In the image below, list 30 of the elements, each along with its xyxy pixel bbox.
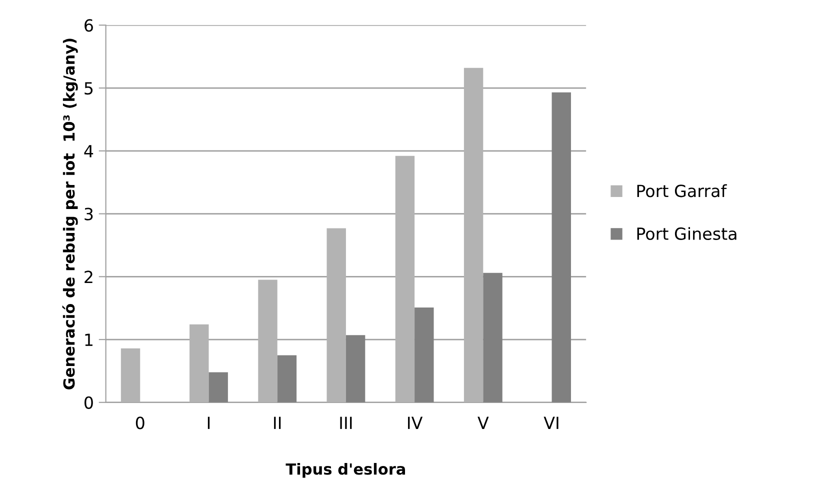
x-axis-title: Tipus d'eslora (286, 462, 406, 478)
bar (346, 335, 366, 402)
y-tick-label: 2 (84, 270, 92, 283)
bar (552, 92, 571, 402)
x-tick-label: I (208, 416, 210, 429)
bar (483, 272, 502, 402)
bar (277, 355, 297, 402)
y-axis-title: Generació de rebuig per iot 10³ (kg/any) (62, 38, 78, 390)
y-tick-label: 5 (84, 82, 93, 95)
x-tick-label: II (274, 416, 281, 429)
x-tick-label: V (478, 416, 489, 429)
x-tick-label: III (340, 416, 352, 429)
bar (464, 68, 484, 402)
x-tick-label: IV (408, 416, 423, 429)
bar (414, 307, 434, 402)
bar (208, 372, 228, 402)
bar (326, 228, 346, 402)
bar (258, 280, 278, 402)
y-tick-label: 3 (84, 208, 93, 220)
x-tick-label: VI (544, 416, 558, 429)
y-tick-label: 0 (84, 396, 93, 409)
legend-label: Port Ginesta (637, 227, 736, 240)
legend-label: Port Garraf (637, 184, 727, 198)
y-tick-label: 4 (84, 145, 94, 158)
x-tick-label: 0 (136, 416, 144, 430)
bar (120, 348, 140, 402)
y-tick-label: 1 (85, 334, 92, 346)
bar (395, 156, 415, 402)
bar (190, 324, 209, 402)
y-tick-label: 6 (84, 19, 93, 32)
